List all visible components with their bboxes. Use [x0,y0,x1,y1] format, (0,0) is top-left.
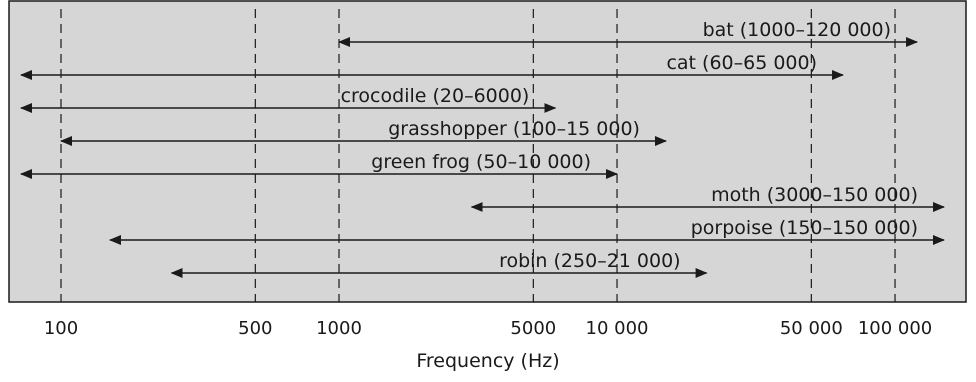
x-tick-label: 500 [238,318,272,339]
range-label: bat (1000–120 000) [703,19,891,41]
x-axis-ticks: 100 500 1000 5000 10 000 50 000 100 000 [44,318,932,339]
x-tick-label: 50 000 [780,318,843,339]
x-tick-label: 100 [44,318,78,339]
x-tick-label: 1000 [316,318,362,339]
grid-lines [60,9,896,302]
range-label: porpoise (150–150 000) [691,217,918,239]
range-label: cat (60–65 000) [666,52,817,74]
x-tick-label: 100 000 [858,318,932,339]
range-label: crocodile (20–6000) [341,85,530,107]
range-arrows: bat (1000–120 000) cat (60–65 000) crocodi… [20,19,945,278]
plot-background [8,0,967,303]
range-label: green frog (50–10 000) [371,151,591,173]
x-axis-title: Frequency (Hz) [416,350,559,372]
x-tick-label: 10 000 [586,318,649,339]
x-tick-label: 5000 [510,318,556,339]
range-label: moth (3000–150 000) [711,184,918,206]
range-label: grasshopper (100–15 000) [388,118,640,140]
range-label: robin (250–21 000) [499,250,681,272]
